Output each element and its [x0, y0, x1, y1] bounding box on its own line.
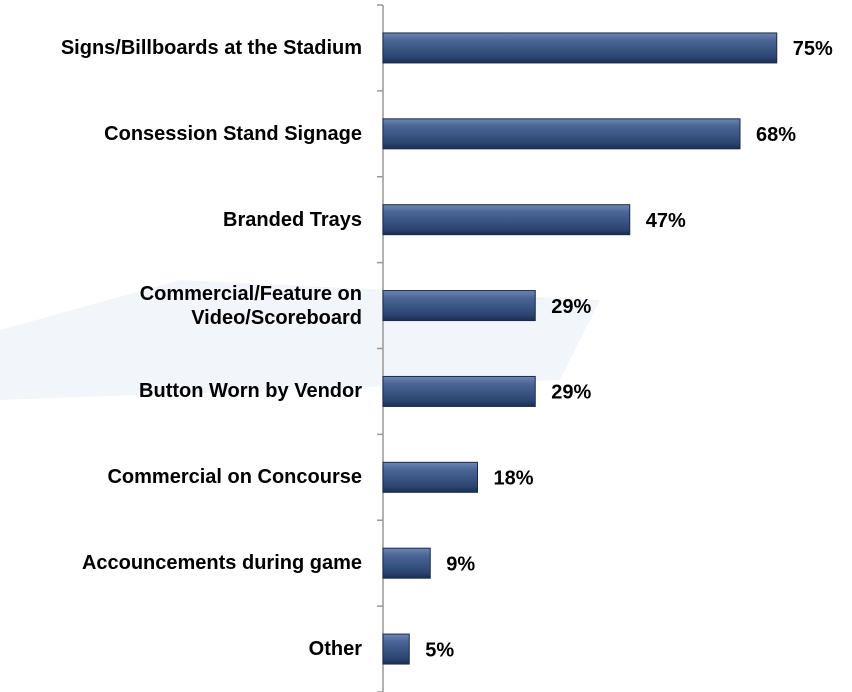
bar [383, 33, 777, 63]
bar [383, 462, 478, 492]
category-label: Button Worn by Vendor [0, 379, 362, 403]
bar [383, 291, 535, 321]
bar [383, 205, 630, 235]
value-label: 75% [793, 38, 833, 60]
category-label: Accouncements during game [0, 551, 362, 575]
value-label: 5% [425, 639, 454, 661]
bar [383, 634, 409, 664]
value-label: 68% [756, 124, 796, 146]
value-label: 9% [446, 553, 475, 575]
bar [383, 376, 535, 406]
category-label: Consession Stand Signage [0, 122, 362, 146]
value-label: 18% [494, 468, 534, 490]
value-label: 29% [551, 296, 591, 318]
chart: 75% 68% 47% 29% 29% 18% 9% 5% Signs/Billboards … [0, 0, 852, 692]
chart-canvas: 75% 68% 47% 29% 29% 18% 9% 5% [0, 0, 852, 692]
bar [383, 119, 740, 149]
category-label: Commercial/Feature on Video/Scoreboard [0, 282, 362, 330]
value-label: 29% [551, 382, 591, 404]
category-label: Branded Trays [0, 208, 362, 232]
bar [383, 548, 430, 578]
value-label: 47% [646, 210, 686, 232]
category-label: Signs/Billboards at the Stadium [0, 36, 362, 60]
category-label: Commercial on Concourse [0, 465, 362, 489]
category-label: Other [0, 637, 362, 661]
